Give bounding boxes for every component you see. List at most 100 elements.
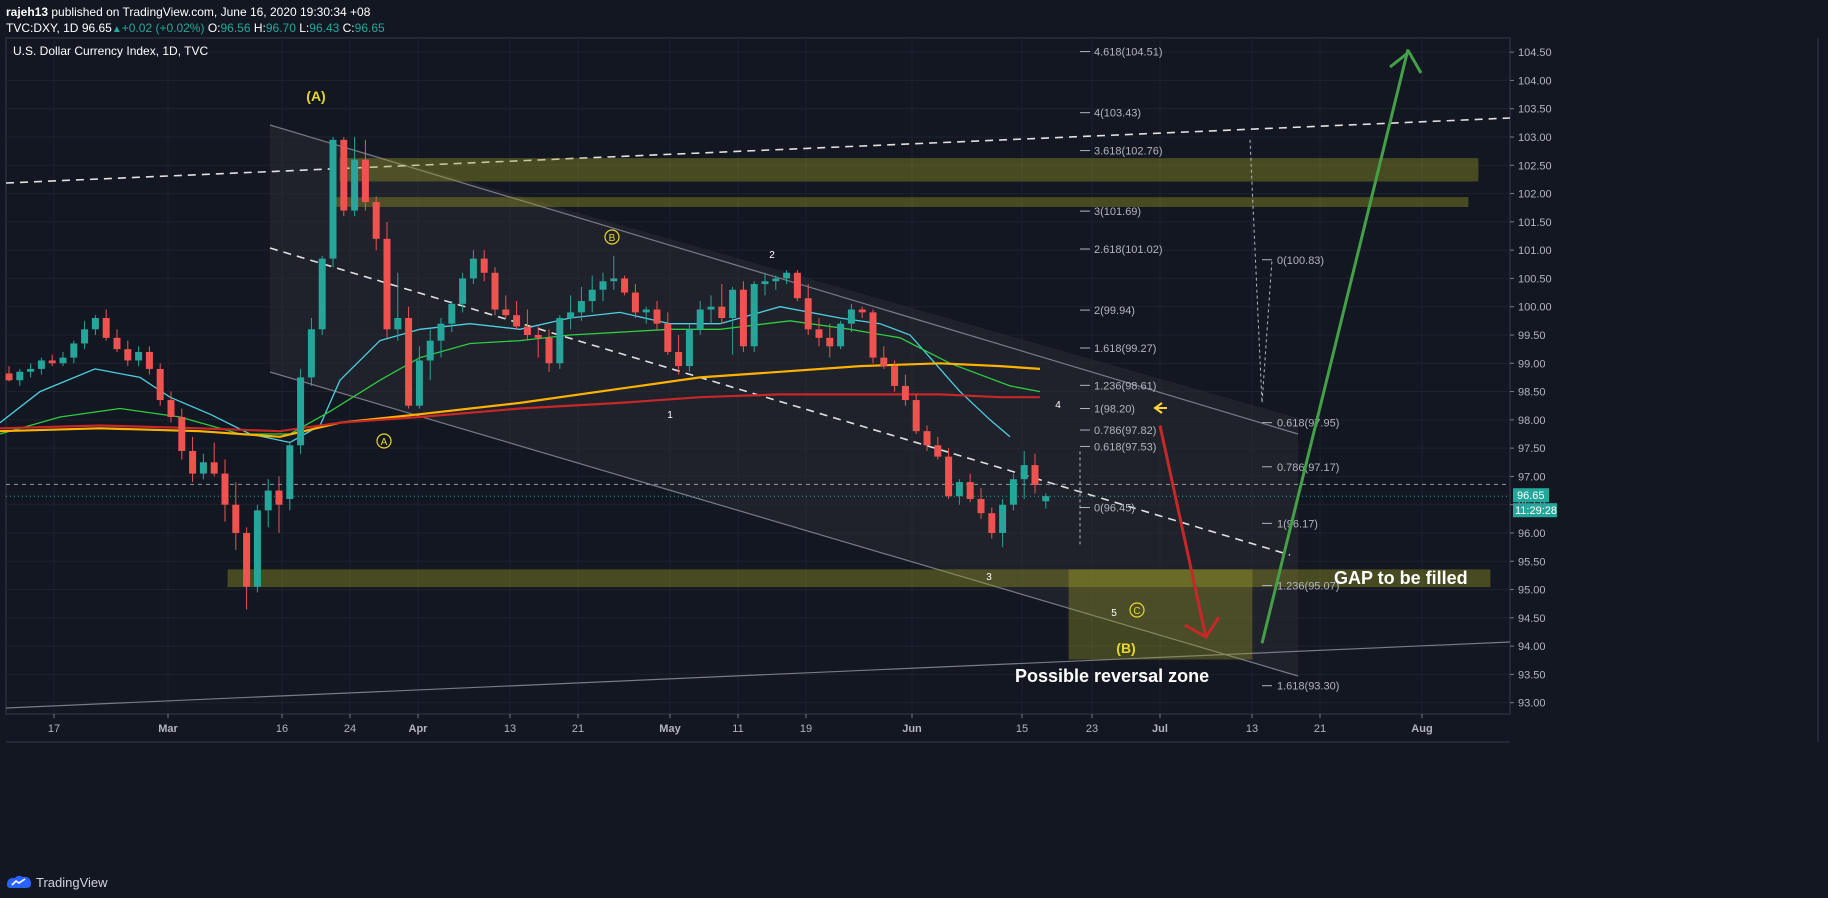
candle-body[interactable] [696, 309, 704, 330]
candle-body[interactable] [448, 303, 456, 324]
candle-body[interactable] [135, 351, 143, 361]
candle-body[interactable] [858, 309, 866, 313]
candle-body[interactable] [534, 334, 542, 338]
candle-body[interactable] [610, 278, 618, 282]
candle-body[interactable] [102, 318, 110, 338]
red-arrow-line[interactable] [1158, 425, 1208, 638]
candle-body[interactable] [480, 258, 488, 273]
candle-body[interactable] [621, 278, 629, 293]
candle-body[interactable] [675, 351, 683, 367]
candle-body[interactable] [966, 482, 974, 500]
candle-body[interactable] [729, 289, 737, 319]
candle-body[interactable] [664, 323, 672, 352]
candle-body[interactable] [156, 368, 164, 401]
candle-body[interactable] [826, 337, 834, 347]
candle-body[interactable] [469, 258, 477, 279]
candle-body[interactable] [329, 139, 337, 259]
candle-body[interactable] [556, 318, 564, 364]
candle-body[interactable] [37, 360, 45, 369]
price-chart[interactable]: 93.0093.5094.0094.5095.0095.5096.0096.50… [0, 0, 1828, 866]
candle-body[interactable] [167, 400, 175, 418]
candle-body[interactable] [48, 360, 56, 364]
candle-body[interactable] [718, 306, 726, 319]
tradingview-logo-icon[interactable] [6, 874, 32, 890]
candle-body[interactable] [599, 281, 607, 290]
candle-body[interactable] [793, 272, 801, 299]
candle-body[interactable] [351, 159, 359, 211]
moving-average-line[interactable] [0, 362, 1041, 438]
candle-body[interactable] [113, 337, 121, 350]
candle-body[interactable] [901, 385, 909, 401]
candle-body[interactable] [891, 366, 899, 386]
candle-body[interactable] [988, 513, 996, 533]
candle-body[interactable] [523, 326, 531, 335]
candle-body[interactable] [275, 490, 283, 505]
green-arrow-head[interactable] [1389, 49, 1423, 74]
channel-top-line[interactable] [269, 124, 1299, 435]
candle-body[interactable] [513, 315, 521, 327]
candle-body[interactable] [761, 281, 769, 285]
candle-body[interactable] [707, 306, 715, 310]
candle-body[interactable] [426, 340, 434, 361]
resistance-zone-lower[interactable] [329, 197, 1469, 207]
candle-body[interactable] [437, 323, 445, 341]
candle-body[interactable] [221, 473, 229, 505]
candle-body[interactable] [999, 504, 1007, 533]
candle-body[interactable] [491, 272, 499, 310]
candle-body[interactable] [307, 329, 315, 378]
candle-body[interactable] [340, 139, 348, 211]
midline-dashed[interactable] [269, 247, 1291, 556]
candle-body[interactable] [772, 278, 780, 282]
resistance-zone-upper[interactable] [339, 158, 1479, 182]
candle-body[interactable] [91, 318, 99, 330]
candle-body[interactable] [837, 323, 845, 347]
candle-body[interactable] [383, 238, 391, 330]
candle-body[interactable] [642, 309, 650, 313]
candle-body[interactable] [1009, 479, 1017, 505]
candle-body[interactable] [567, 312, 575, 319]
candle-body[interactable] [286, 445, 294, 500]
footer-brand[interactable]: TradingView [36, 874, 108, 890]
candle-body[interactable] [923, 431, 931, 446]
candle-body[interactable] [588, 289, 596, 302]
moving-average-line[interactable] [0, 306, 1011, 444]
candle-body[interactable] [297, 377, 305, 446]
candle-body[interactable] [804, 298, 812, 330]
candle-body[interactable] [27, 368, 35, 372]
candle-body[interactable] [394, 318, 402, 330]
red-arrow-head[interactable] [1184, 616, 1221, 640]
candle-body[interactable] [253, 510, 261, 587]
candle-body[interactable] [631, 292, 639, 313]
candle-body[interactable] [739, 289, 747, 347]
candle-body[interactable] [545, 337, 553, 364]
candle-body[interactable] [847, 309, 855, 324]
candle-body[interactable] [124, 349, 132, 361]
candle-body[interactable] [70, 343, 78, 358]
moving-average-line[interactable] [0, 393, 1040, 433]
candle-body[interactable] [934, 445, 942, 457]
candle-body[interactable] [750, 284, 758, 347]
candle-body[interactable] [869, 312, 877, 358]
candle-body[interactable] [945, 456, 953, 497]
candle-body[interactable] [783, 272, 791, 279]
gap-zone[interactable] [227, 569, 1491, 588]
candle-body[interactable] [361, 159, 369, 203]
candle-body[interactable] [1031, 465, 1039, 485]
candle-body[interactable] [318, 258, 326, 330]
channel-bottom-line[interactable] [269, 371, 1299, 677]
candle-body[interactable] [415, 360, 423, 406]
candle-body[interactable] [243, 532, 251, 587]
candle-body[interactable] [264, 490, 272, 511]
candle-body[interactable] [815, 329, 823, 338]
candle-body[interactable] [189, 450, 197, 474]
candle-body[interactable] [405, 318, 413, 406]
candle-body[interactable] [577, 301, 585, 313]
candle-body[interactable] [459, 278, 467, 304]
reversal-zone[interactable] [1068, 569, 1253, 660]
candle-body[interactable] [685, 329, 693, 367]
candle-body[interactable] [178, 417, 186, 451]
publisher-name[interactable]: rajeh13 [6, 5, 49, 19]
candle-body[interactable] [1042, 496, 1050, 502]
support-trendline[interactable] [5, 641, 1511, 709]
candle-body[interactable] [5, 373, 13, 381]
